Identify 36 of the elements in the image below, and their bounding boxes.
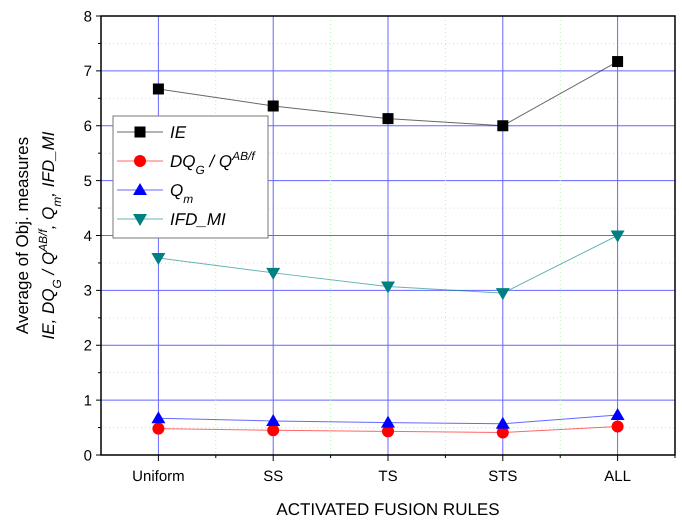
y-tick-label: 0 (84, 447, 92, 464)
x-tick-label: TS (378, 468, 398, 485)
legend-label: IFD_MI (170, 210, 226, 229)
y-tick-label: 6 (84, 118, 92, 135)
y-tick-label: 7 (84, 63, 92, 80)
y-tick-label: 3 (84, 282, 92, 300)
point (151, 253, 166, 265)
x-axis-title: ACTIVATED FUSION RULES (276, 500, 500, 519)
point (610, 408, 625, 420)
point (152, 83, 164, 94)
legend-label: IE (170, 122, 187, 142)
x-tick-label: Uniform (132, 468, 185, 485)
y-tick-label: 2 (84, 338, 92, 354)
x-tick-label: SS (263, 468, 284, 485)
y-tick-label: 1 (84, 392, 92, 410)
point (496, 416, 510, 429)
legend-label: Q$_{m}$ (170, 180, 194, 206)
y-tick-label: 8 (84, 8, 92, 26)
point (268, 100, 279, 112)
legend-label: DQ$_{G}$ / Q$^{AB/f}$ (170, 148, 256, 177)
point (381, 416, 395, 428)
point (381, 282, 395, 294)
point (382, 113, 394, 124)
x-tick-label: STS (488, 468, 518, 485)
point (151, 411, 166, 424)
point (612, 56, 624, 68)
point (497, 120, 508, 132)
point (266, 268, 280, 280)
point (496, 288, 510, 300)
y-tick-label: 4 (84, 228, 92, 245)
y-tick-label: 5 (84, 172, 92, 190)
point (610, 230, 625, 242)
point (152, 422, 164, 435)
x-tick-label: ALL (604, 468, 631, 485)
point (266, 414, 280, 426)
point (612, 420, 624, 432)
